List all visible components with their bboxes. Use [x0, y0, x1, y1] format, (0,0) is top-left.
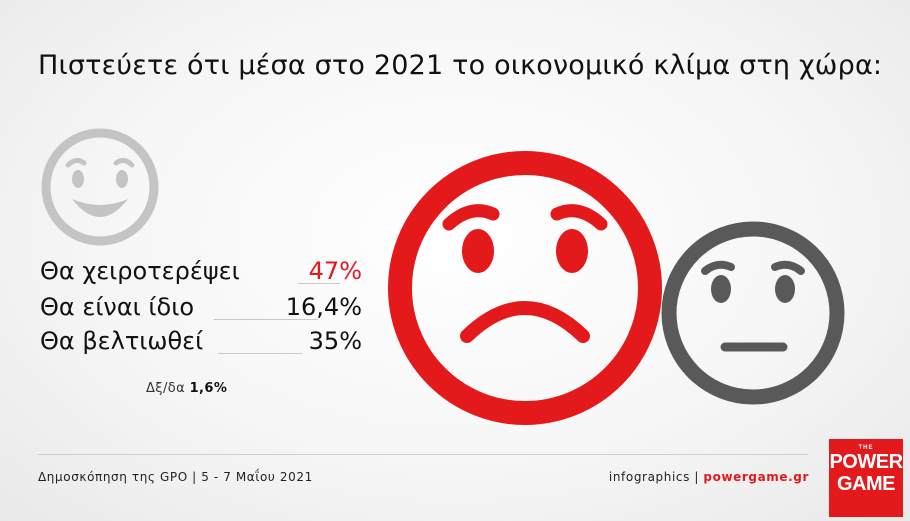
infographics-credit: infographics | powergame.gr [609, 470, 809, 484]
row-value: 16,4% [285, 293, 362, 321]
credit-prefix: infographics | [608, 470, 699, 484]
dont-know-label: Δξ/δα [146, 381, 186, 396]
dont-know-value: 1,6% [189, 381, 228, 396]
leader-line [214, 319, 318, 320]
sad-face-icon [388, 151, 662, 425]
leader-line [218, 353, 302, 354]
logo-power: POWER [829, 451, 903, 473]
row-label: Θα χειροτερέψει [40, 257, 240, 285]
site-link[interactable]: powergame.gr [703, 470, 809, 484]
neutral-face-icon [661, 221, 845, 405]
powergame-logo: THE POWER GAME [829, 439, 903, 517]
row-value: 47% [308, 257, 362, 285]
logo-the: THE [858, 445, 874, 451]
result-row-same: Θα είναι ίδιο 16,4% [40, 293, 380, 325]
dont-know-note: Δξ/δα 1,6% [146, 381, 227, 396]
page-title: Πιστεύετε ότι μέσα στο 2021 το οικονομικ… [38, 50, 883, 81]
row-label: Θα βελτιωθεί [40, 327, 204, 355]
poll-source: Δημοσκόπηση της GPO | 5 - 7 Μαΐου 2021 [38, 470, 313, 484]
row-label: Θα είναι ίδιο [40, 293, 195, 321]
row-value: 35% [308, 327, 362, 355]
footer-divider [38, 454, 808, 455]
result-row-worse: Θα χειροτερέψει 47% [40, 257, 380, 289]
result-row-better: Θα βελτιωθεί 35% [40, 327, 380, 359]
smiling-face-icon [41, 128, 159, 246]
leader-line [298, 283, 340, 284]
logo-game: GAME [837, 473, 896, 495]
